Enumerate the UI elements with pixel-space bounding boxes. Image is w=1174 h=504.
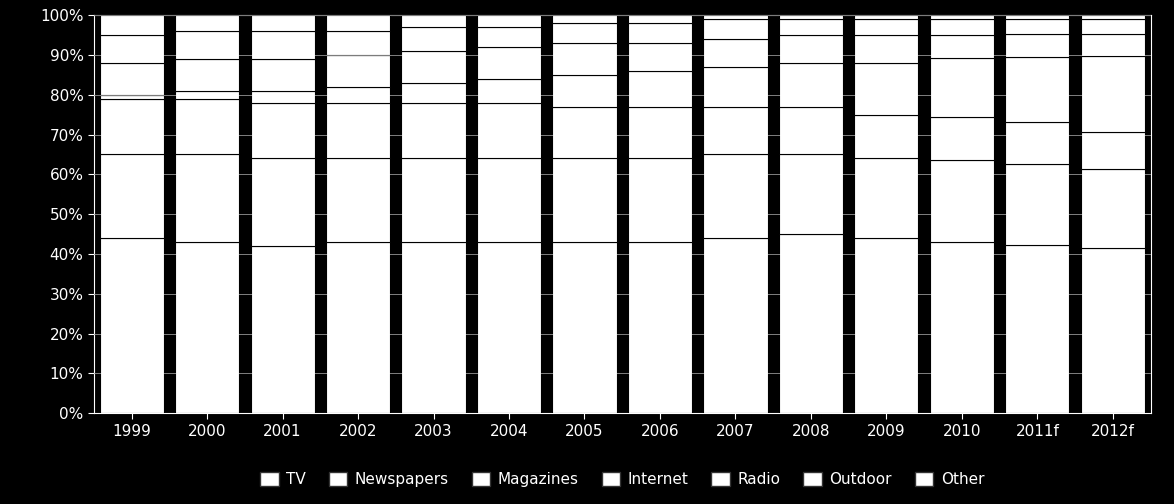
Bar xyxy=(100,238,163,413)
Bar xyxy=(855,158,918,238)
Bar xyxy=(628,242,691,413)
Bar xyxy=(855,19,918,35)
Bar xyxy=(326,55,390,87)
Bar xyxy=(703,15,768,19)
Bar xyxy=(930,160,994,241)
Bar xyxy=(477,103,541,158)
Bar xyxy=(175,154,239,242)
Bar xyxy=(250,103,315,158)
Bar xyxy=(1081,56,1145,132)
Bar xyxy=(1005,57,1070,122)
Bar xyxy=(175,99,239,154)
Bar xyxy=(1081,132,1145,169)
Bar xyxy=(100,63,163,95)
Bar xyxy=(477,242,541,413)
Bar xyxy=(553,242,616,413)
Bar xyxy=(778,35,843,63)
Bar xyxy=(628,15,691,23)
Bar xyxy=(778,154,843,234)
Bar xyxy=(402,103,466,158)
Bar xyxy=(628,23,691,43)
Bar xyxy=(930,241,994,413)
Bar xyxy=(175,242,239,413)
Bar xyxy=(553,75,616,107)
Bar xyxy=(326,158,390,242)
Bar xyxy=(477,47,541,79)
Bar xyxy=(100,95,163,99)
Bar xyxy=(855,15,918,19)
Bar xyxy=(1005,164,1070,245)
Bar xyxy=(628,43,691,71)
Bar xyxy=(855,35,918,63)
Bar xyxy=(250,59,315,91)
Bar xyxy=(175,31,239,59)
Bar xyxy=(477,27,541,47)
Bar xyxy=(250,246,315,413)
Bar xyxy=(402,15,466,27)
Bar xyxy=(778,63,843,107)
Bar xyxy=(628,107,691,158)
Bar xyxy=(477,158,541,242)
Bar xyxy=(175,15,239,31)
Bar xyxy=(855,63,918,115)
Bar xyxy=(855,115,918,158)
Bar xyxy=(930,58,994,116)
Bar xyxy=(175,59,239,91)
Bar xyxy=(175,91,239,99)
Bar xyxy=(1005,245,1070,413)
Bar xyxy=(250,158,315,246)
Bar xyxy=(1005,122,1070,164)
Bar xyxy=(402,242,466,413)
Bar xyxy=(553,43,616,75)
Bar xyxy=(703,238,768,413)
Bar xyxy=(778,234,843,413)
Bar xyxy=(326,242,390,413)
Bar xyxy=(1081,169,1145,248)
Bar xyxy=(100,15,163,35)
Bar xyxy=(1005,19,1070,34)
Bar xyxy=(930,35,994,58)
Bar xyxy=(402,158,466,242)
Bar xyxy=(703,154,768,238)
Bar xyxy=(930,15,994,19)
Bar xyxy=(402,27,466,51)
Bar xyxy=(477,15,541,27)
Bar xyxy=(553,23,616,43)
Bar xyxy=(1005,34,1070,57)
Bar xyxy=(1005,15,1070,19)
Bar xyxy=(703,107,768,154)
Bar xyxy=(326,87,390,103)
Bar xyxy=(1081,248,1145,413)
Bar xyxy=(402,51,466,83)
Bar xyxy=(100,35,163,63)
Bar xyxy=(100,99,163,154)
Bar xyxy=(326,15,390,31)
Bar xyxy=(930,116,994,160)
Bar xyxy=(326,103,390,158)
Bar xyxy=(100,154,163,238)
Bar xyxy=(930,19,994,35)
Bar xyxy=(778,19,843,35)
Bar xyxy=(1081,34,1145,56)
Bar xyxy=(628,158,691,242)
Bar xyxy=(628,71,691,107)
Bar xyxy=(326,31,390,55)
Bar xyxy=(703,39,768,67)
Bar xyxy=(855,238,918,413)
Bar xyxy=(553,158,616,242)
Bar xyxy=(553,15,616,23)
Bar xyxy=(778,107,843,154)
Bar xyxy=(1081,15,1145,19)
Bar xyxy=(703,67,768,107)
Bar xyxy=(477,79,541,103)
Bar xyxy=(250,31,315,59)
Bar xyxy=(250,15,315,31)
Bar xyxy=(778,15,843,19)
Bar xyxy=(1081,19,1145,34)
Bar xyxy=(402,83,466,103)
Bar xyxy=(250,91,315,103)
Legend: TV, Newspapers, Magazines, Internet, Radio, Outdoor, Other: TV, Newspapers, Magazines, Internet, Rad… xyxy=(254,466,991,493)
Bar xyxy=(703,19,768,39)
Bar xyxy=(553,107,616,158)
